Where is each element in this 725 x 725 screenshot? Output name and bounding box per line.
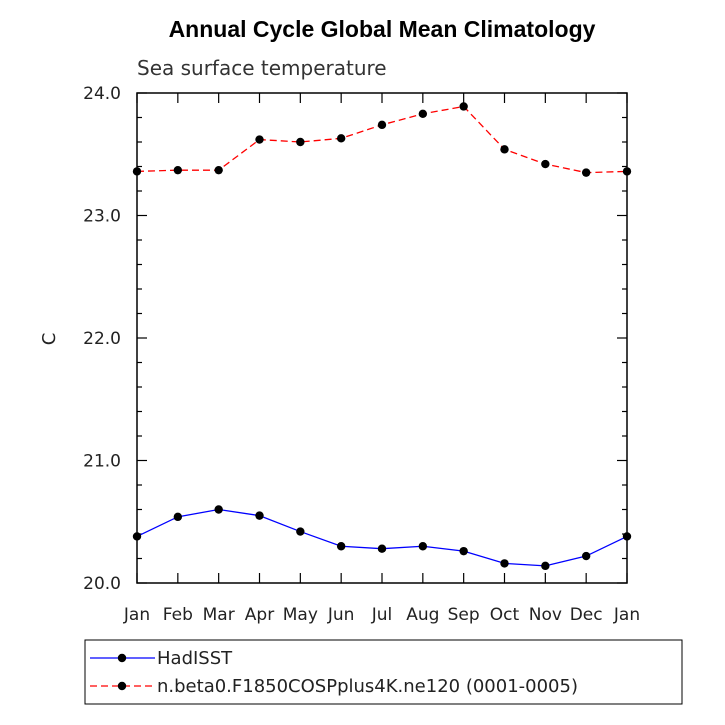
chart-title: Annual Cycle Global Mean Climatology	[169, 16, 596, 42]
series-2-point	[500, 145, 509, 154]
x-tick-label: May	[283, 605, 318, 625]
series-2-point	[581, 168, 591, 177]
y-axis-label: C	[39, 333, 60, 346]
x-tick-label: Aug	[406, 605, 439, 625]
x-tick-label: Apr	[245, 605, 274, 625]
y-tick-label: 20.0	[83, 574, 121, 594]
series-1-point	[418, 542, 428, 551]
series-1-point	[255, 511, 264, 520]
x-tick-label: Mar	[203, 605, 235, 625]
x-tick-label: Nov	[529, 605, 562, 625]
series-line-1	[136, 508, 628, 567]
series-2-point	[214, 165, 223, 175]
legend-marker-2	[117, 681, 127, 691]
series-2-point	[459, 102, 468, 111]
x-tick-label: Jul	[371, 605, 393, 625]
series-1-point	[581, 551, 591, 561]
y-tick-label: 21.0	[83, 452, 121, 472]
y-tick-label: 22.0	[83, 329, 121, 349]
series-1-point	[132, 532, 142, 541]
series-2-point	[336, 134, 346, 143]
series-1-point	[336, 542, 346, 551]
series-1-point	[173, 512, 183, 522]
series-2-point	[255, 135, 264, 144]
series-2-point	[296, 137, 305, 147]
x-tick-label: Jun	[327, 605, 355, 625]
legend-box	[84, 639, 683, 705]
series-1-point	[377, 544, 387, 553]
series-1-point	[500, 559, 509, 568]
series-2-point	[377, 120, 387, 130]
series-line-2	[136, 105, 628, 174]
series-2-point	[173, 165, 183, 175]
series-1-point	[459, 546, 468, 556]
series-1-point	[622, 532, 632, 541]
x-tick-label: Jan	[613, 605, 640, 625]
x-tick-label: Feb	[163, 605, 193, 625]
series-2-point	[418, 109, 428, 119]
y-tick-label: 24.0	[83, 84, 121, 104]
x-tick-label: Jan	[123, 605, 150, 625]
x-tick-label: Sep	[448, 605, 480, 625]
legend-label-1: HadISST	[157, 648, 233, 669]
plot-frame	[136, 92, 628, 584]
series-1-point	[214, 505, 223, 514]
series-2-point	[132, 167, 142, 176]
y-tick-label: 23.0	[83, 207, 121, 227]
legend-marker-1	[117, 653, 127, 663]
series-1-point	[541, 561, 550, 571]
series-2-point	[541, 159, 550, 169]
x-tick-label: Dec	[570, 605, 603, 625]
x-tick-label: Oct	[490, 605, 520, 625]
chart-subtitle: Sea surface temperature	[137, 56, 387, 80]
series-1-point	[296, 527, 305, 536]
legend-label-2: n.beta0.F1850COSPplus4K.ne120 (0001-0005…	[157, 676, 578, 697]
series-2-point	[622, 167, 632, 176]
